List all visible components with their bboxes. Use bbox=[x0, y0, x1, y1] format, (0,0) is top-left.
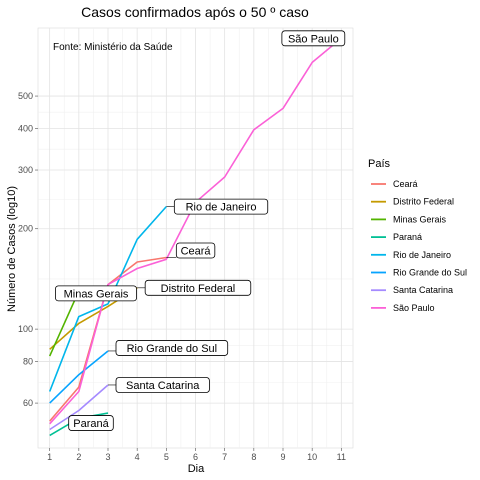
x-tick-label: 3 bbox=[105, 452, 110, 462]
legend-entry-label: São Paulo bbox=[393, 303, 435, 313]
series-label: Distrito Federal bbox=[161, 283, 236, 295]
legend-entry-label: Santa Catarina bbox=[393, 285, 453, 295]
label-box bbox=[68, 415, 114, 431]
x-tick-label: 9 bbox=[280, 452, 285, 462]
series-line bbox=[49, 350, 109, 404]
x-tick-labels: 1 2 3 4 5 6 7 8 9 10 11 bbox=[47, 448, 346, 462]
y-tick-label: 100 bbox=[18, 324, 33, 334]
label-box bbox=[175, 242, 216, 259]
label-box bbox=[55, 285, 137, 302]
x-tick-label: 5 bbox=[164, 452, 169, 462]
legend-entry-label: Ceará bbox=[393, 179, 418, 189]
x-tick-label: 2 bbox=[76, 452, 81, 462]
x-tick-label: 7 bbox=[222, 452, 227, 462]
series-line bbox=[49, 384, 109, 431]
legend: País Ceará Distrito Federal Minas Gerais Pa… bbox=[368, 158, 467, 313]
series-line bbox=[48, 206, 167, 392]
chart-title: Casos confirmados após o 50 º caso bbox=[81, 4, 309, 20]
x-tick-label: 10 bbox=[307, 452, 317, 462]
y-tick-label: 400 bbox=[18, 123, 33, 133]
x-tick-label: 4 bbox=[135, 452, 140, 462]
x-tick-label: 8 bbox=[251, 452, 256, 462]
series-labels: Ceará Distrito Federal Minas Gerais Paraná R… bbox=[55, 30, 346, 431]
label-box bbox=[115, 340, 229, 356]
series-label: Santa Catarina bbox=[126, 380, 200, 392]
y-tick-label: 300 bbox=[18, 165, 33, 175]
label-box bbox=[144, 279, 252, 296]
legend-title: País bbox=[368, 158, 391, 170]
y-tick-labels: 60 80 100 200 300 400 500 bbox=[18, 91, 38, 408]
label-box bbox=[115, 377, 210, 393]
x-tick-label: 1 bbox=[47, 452, 52, 462]
series-label: Ceará bbox=[181, 245, 212, 257]
y-tick-label: 500 bbox=[18, 91, 33, 101]
legend-entry-label: Paraná bbox=[393, 232, 422, 242]
y-tick-label: 80 bbox=[23, 356, 33, 366]
series-label: São Paulo bbox=[288, 33, 339, 45]
x-tick-label: 11 bbox=[337, 452, 346, 462]
series-label: Minas Gerais bbox=[64, 288, 129, 300]
legend-entry-label: Minas Gerais bbox=[393, 214, 447, 224]
legend-entry-label: Rio Grande do Sul bbox=[393, 268, 467, 278]
label-box bbox=[173, 198, 269, 215]
series-label: Paraná bbox=[73, 418, 109, 430]
label-box bbox=[281, 30, 346, 47]
y-tick-label: 200 bbox=[18, 224, 33, 234]
y-tick-label: 60 bbox=[23, 398, 33, 408]
legend-entry-label: Distrito Federal bbox=[393, 197, 454, 207]
series-label: Rio Grande do Sul bbox=[127, 343, 218, 355]
x-tick-label: 6 bbox=[193, 452, 198, 462]
x-axis-title: Dia bbox=[188, 463, 205, 475]
y-axis-title: Número de Casos (log10) bbox=[6, 186, 18, 312]
series-label: Rio de Janeiro bbox=[186, 202, 257, 214]
legend-entry-label: Rio de Janeiro bbox=[393, 250, 451, 260]
caption: Fonte: Ministério da Saúde bbox=[53, 42, 173, 53]
